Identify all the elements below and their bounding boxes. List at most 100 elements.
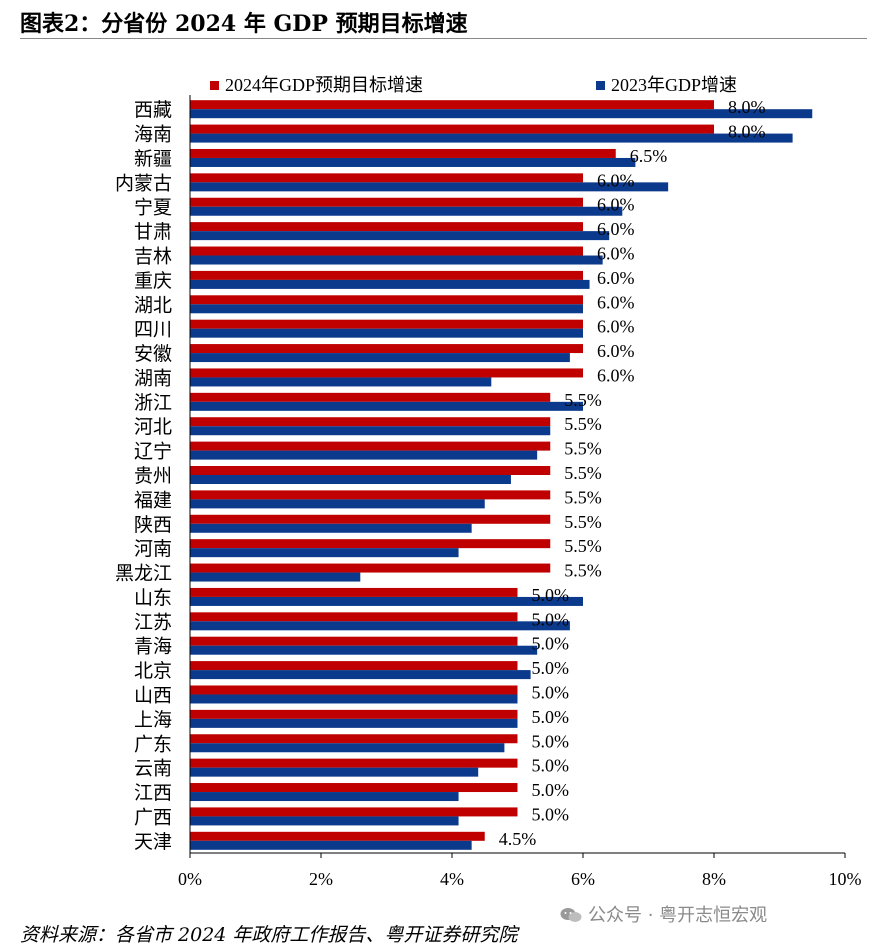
bar-2023 [190, 621, 570, 631]
legend-swatch-2023 [596, 81, 605, 90]
legend-label-2023: 2023年GDP增速 [611, 75, 737, 95]
x-tick-label: 8% [702, 869, 726, 889]
category-label: 安徽 [134, 343, 172, 365]
bar-2023 [190, 328, 583, 338]
category-label: 上海 [134, 709, 172, 731]
data-label-2024: 5.5% [564, 487, 602, 507]
data-label-2024: 6.0% [597, 170, 635, 190]
bar-2024 [190, 563, 551, 573]
category-label: 海南 [134, 124, 172, 146]
data-label-2024: 5.0% [532, 731, 570, 751]
data-label-2024: 5.5% [564, 561, 602, 581]
bar-2023 [190, 767, 479, 777]
data-label-2024: 5.0% [532, 707, 570, 727]
data-label-2024: 6.0% [597, 365, 635, 385]
bar-2024 [190, 783, 518, 793]
bar-2024 [190, 466, 551, 475]
x-tick-label: 4% [440, 869, 464, 889]
data-label-2024: 6.0% [597, 244, 635, 264]
data-label-2024: 6.5% [630, 146, 668, 166]
data-label-2024: 5.0% [532, 658, 570, 678]
bar-2023 [190, 304, 583, 314]
bar-2023 [190, 133, 793, 143]
bar-2024 [190, 709, 518, 719]
category-label: 河南 [134, 538, 172, 560]
data-label-2024: 5.0% [532, 585, 570, 605]
category-label: 云南 [134, 758, 172, 780]
bar-2024 [190, 100, 714, 110]
legend-swatch-2024 [210, 81, 219, 90]
category-label: 江苏 [134, 611, 172, 633]
bar-2024 [190, 246, 583, 256]
bar-2024 [190, 612, 518, 622]
bar-2024 [190, 514, 551, 524]
category-label: 江西 [134, 782, 172, 804]
bar-2024 [190, 173, 583, 183]
chart-title: 图表2：分省份 2024 年 GDP 预期目标增速 [20, 11, 468, 37]
bar-2024 [190, 368, 583, 378]
bar-2023 [190, 743, 505, 753]
bar-2024 [190, 831, 485, 841]
category-label: 青海 [134, 636, 172, 658]
data-label-2024: 6.0% [597, 219, 635, 239]
bar-2023 [190, 182, 669, 192]
data-label-2024: 5.5% [564, 512, 602, 532]
category-label: 黑龙江 [115, 563, 172, 585]
bar-2023 [190, 426, 551, 436]
bar-chart: 2024年GDP预期目标增速 2023年GDP增速8.0%西藏8.0%海南6.5%… [115, 75, 862, 889]
category-label: 吉林 [134, 246, 172, 268]
bar-2023 [190, 523, 472, 533]
wechat-icon [560, 908, 582, 922]
data-label-2024: 5.0% [532, 804, 570, 824]
bar-2023 [190, 450, 538, 460]
category-label: 广东 [134, 733, 172, 755]
bar-2023 [190, 792, 459, 802]
data-label-2024: 5.0% [532, 756, 570, 776]
bar-2023 [190, 572, 361, 582]
bar-2024 [190, 148, 616, 158]
bar-2023 [190, 157, 636, 167]
bar-2023 [190, 109, 813, 119]
x-tick-label: 0% [178, 869, 202, 889]
data-label-2024: 5.5% [564, 536, 602, 556]
bar-2024 [190, 441, 551, 451]
category-label: 重庆 [134, 270, 172, 292]
bar-2024 [190, 636, 518, 646]
data-label-2024: 5.5% [564, 414, 602, 434]
bar-2023 [190, 279, 590, 289]
category-label: 甘肃 [134, 221, 172, 243]
bar-2024 [190, 539, 551, 549]
data-label-2024: 6.0% [597, 268, 635, 288]
bar-2024 [190, 734, 518, 744]
category-label: 新疆 [134, 148, 172, 170]
data-label-2024: 5.0% [532, 609, 570, 629]
bar-2024 [190, 685, 518, 695]
bar-2023 [190, 670, 531, 680]
bar-2024 [190, 270, 583, 280]
bar-2023 [190, 645, 538, 655]
bar-2024 [190, 661, 518, 671]
bar-2023 [190, 596, 583, 606]
bar-2023 [190, 718, 518, 728]
bar-2024 [190, 319, 583, 329]
category-label: 湖南 [134, 367, 172, 389]
bar-2024 [190, 344, 583, 354]
category-label: 西藏 [134, 99, 172, 121]
data-label-2024: 4.5% [499, 829, 537, 849]
bar-2024 [190, 758, 518, 768]
x-tick-label: 10% [829, 869, 862, 889]
data-label-2024: 6.0% [597, 292, 635, 312]
category-label: 广西 [134, 806, 172, 828]
bar-2023 [190, 206, 623, 216]
bar-2024 [190, 295, 583, 305]
data-label-2024: 5.0% [532, 780, 570, 800]
bar-2024 [190, 222, 583, 232]
bar-2024 [190, 807, 518, 817]
data-label-2024: 8.0% [728, 97, 766, 117]
bar-2023 [190, 694, 518, 704]
bar-2024 [190, 392, 551, 402]
category-label: 宁夏 [134, 197, 172, 219]
category-label: 河北 [134, 416, 172, 438]
category-label: 内蒙古 [115, 172, 172, 194]
bar-2023 [190, 499, 485, 509]
